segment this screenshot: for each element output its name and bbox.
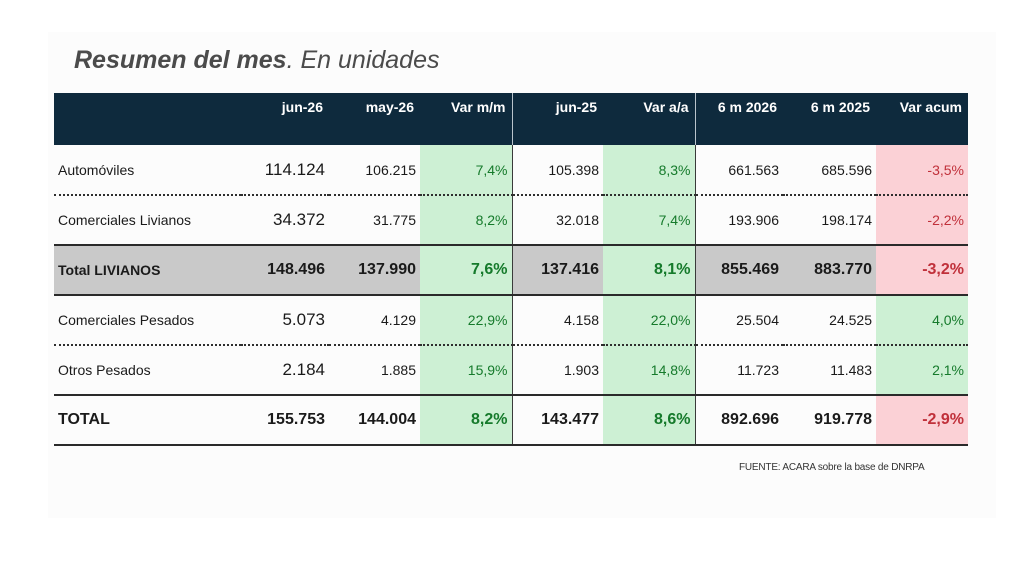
cell-value: 855.469 — [694, 245, 783, 296]
row-label: Otros Pesados — [54, 345, 241, 396]
header-var-acum: Var acum — [876, 93, 968, 145]
cell-var-positive: 4,0% — [876, 295, 968, 346]
cell-value: 5.073 — [241, 295, 329, 346]
cell-value: 106.215 — [329, 145, 420, 196]
cell-value: 198.174 — [783, 195, 876, 246]
header-var-aa: Var a/a — [603, 93, 695, 145]
cell-value: 143.477 — [511, 395, 603, 446]
table-row: Comerciales Livianos 34.372 31.775 8,2% … — [54, 195, 968, 246]
header-jun25: jun-25 — [511, 93, 603, 145]
header-may26: may-26 — [329, 93, 420, 145]
cell-value: 144.004 — [329, 395, 420, 446]
header-jun26: jun-26 — [241, 93, 329, 145]
cell-value: 137.416 — [511, 245, 603, 296]
cell-var-positive: 8,2% — [420, 195, 512, 246]
row-label: Automóviles — [54, 145, 241, 196]
cell-value: 24.525 — [783, 295, 876, 346]
cell-value: 137.990 — [329, 245, 420, 296]
cell-value: 892.696 — [694, 395, 783, 446]
cell-value: 148.496 — [241, 245, 329, 296]
cell-var-negative: -3,2% — [876, 245, 968, 296]
cell-value: 4.158 — [511, 295, 603, 346]
header-var-mm: Var m/m — [420, 93, 512, 145]
cell-value: 2.184 — [241, 345, 329, 396]
table-row: Automóviles 114.124 106.215 7,4% 105.398… — [54, 145, 968, 196]
cell-var-negative: -2,9% — [876, 395, 968, 446]
cell-value: 883.770 — [783, 245, 876, 296]
page-title: Resumen del mes. En unidades — [74, 46, 440, 75]
cell-var-positive: 14,8% — [603, 345, 695, 396]
summary-table: jun-26 may-26 Var m/m jun-25 Var a/a 6 m… — [54, 93, 968, 446]
table-row: Comerciales Pesados 5.073 4.129 22,9% 4.… — [54, 295, 968, 346]
cell-var-negative: -2,2% — [876, 195, 968, 246]
row-label: TOTAL — [54, 395, 241, 446]
cell-value: 31.775 — [329, 195, 420, 246]
header-row: jun-26 may-26 Var m/m jun-25 Var a/a 6 m… — [54, 93, 968, 145]
cell-value: 155.753 — [241, 395, 329, 446]
header-empty — [54, 93, 241, 145]
title-rest: . En unidades — [286, 46, 440, 74]
cell-var-positive: 8,6% — [603, 395, 695, 446]
cell-value: 25.504 — [694, 295, 783, 346]
row-label: Comerciales Pesados — [54, 295, 241, 346]
cell-var-negative: -3,5% — [876, 145, 968, 196]
cell-value: 114.124 — [241, 145, 329, 196]
cell-var-positive: 8,2% — [420, 395, 512, 446]
cell-value: 193.906 — [694, 195, 783, 246]
cell-value: 4.129 — [329, 295, 420, 346]
source-note: FUENTE: ACARA sobre la base de DNRPA — [739, 462, 925, 473]
cell-value: 11.723 — [694, 345, 783, 396]
row-label: Comerciales Livianos — [54, 195, 241, 246]
cell-var-positive: 7,4% — [420, 145, 512, 196]
title-bold: Resumen del mes — [74, 46, 287, 74]
cell-var-positive: 7,4% — [603, 195, 695, 246]
total-row: TOTAL 155.753 144.004 8,2% 143.477 8,6% … — [54, 395, 968, 446]
cell-var-positive: 22,9% — [420, 295, 512, 346]
cell-value: 32.018 — [511, 195, 603, 246]
cell-var-positive: 15,9% — [420, 345, 512, 396]
cell-value: 1.903 — [511, 345, 603, 396]
subtotal-row: Total LIVIANOS 148.496 137.990 7,6% 137.… — [54, 245, 968, 296]
cell-value: 661.563 — [694, 145, 783, 196]
cell-var-positive: 8,3% — [603, 145, 695, 196]
cell-value: 919.778 — [783, 395, 876, 446]
header-6m2025: 6 m 2025 — [783, 93, 876, 145]
cell-var-positive: 22,0% — [603, 295, 695, 346]
cell-value: 11.483 — [783, 345, 876, 396]
header-6m2026: 6 m 2026 — [694, 93, 783, 145]
cell-value: 34.372 — [241, 195, 329, 246]
cell-var-positive: 7,6% — [420, 245, 512, 296]
cell-value: 105.398 — [511, 145, 603, 196]
cell-value: 1.885 — [329, 345, 420, 396]
row-label: Total LIVIANOS — [54, 245, 241, 296]
cell-var-positive: 8,1% — [603, 245, 695, 296]
cell-value: 685.596 — [783, 145, 876, 196]
cell-var-positive: 2,1% — [876, 345, 968, 396]
table-row: Otros Pesados 2.184 1.885 15,9% 1.903 14… — [54, 345, 968, 396]
